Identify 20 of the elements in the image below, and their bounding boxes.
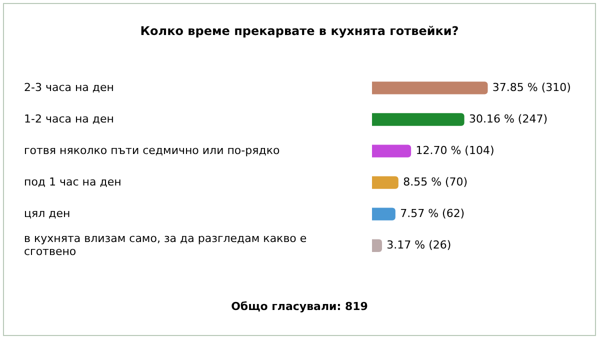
data-label: 7.57 % (62) (400, 206, 465, 220)
bar (372, 82, 488, 94)
bar (372, 113, 464, 126)
y-tick-label: цял ден (24, 206, 70, 220)
y-tick-label: готвя няколко пъти седмично или по-рядко (24, 144, 280, 157)
y-tick-label: 1-2 часа на ден (24, 112, 114, 126)
data-label: 8.55 % (70) (403, 175, 468, 188)
bar (372, 208, 396, 220)
y-tick-label: в кухнята влизам само, за да разгледам какво е сготвено (24, 232, 307, 258)
data-label: 12.70 % (104) (416, 144, 494, 157)
bar (372, 144, 412, 158)
data-label: 3.17 % (26) (386, 238, 452, 252)
text: Общо гласували: 819 (230, 300, 369, 313)
bar (372, 239, 382, 252)
chart-title: Колко време прекарвате в кухнята готвейки? (139, 24, 460, 38)
bar (372, 176, 398, 189)
data-label: 30.16 % (247) (468, 112, 548, 126)
y-tick-label: 2-3 часа на ден (24, 80, 114, 94)
data-label: 37.85 % (310) (492, 80, 571, 94)
y-tick-label: под 1 час на ден (24, 175, 122, 188)
